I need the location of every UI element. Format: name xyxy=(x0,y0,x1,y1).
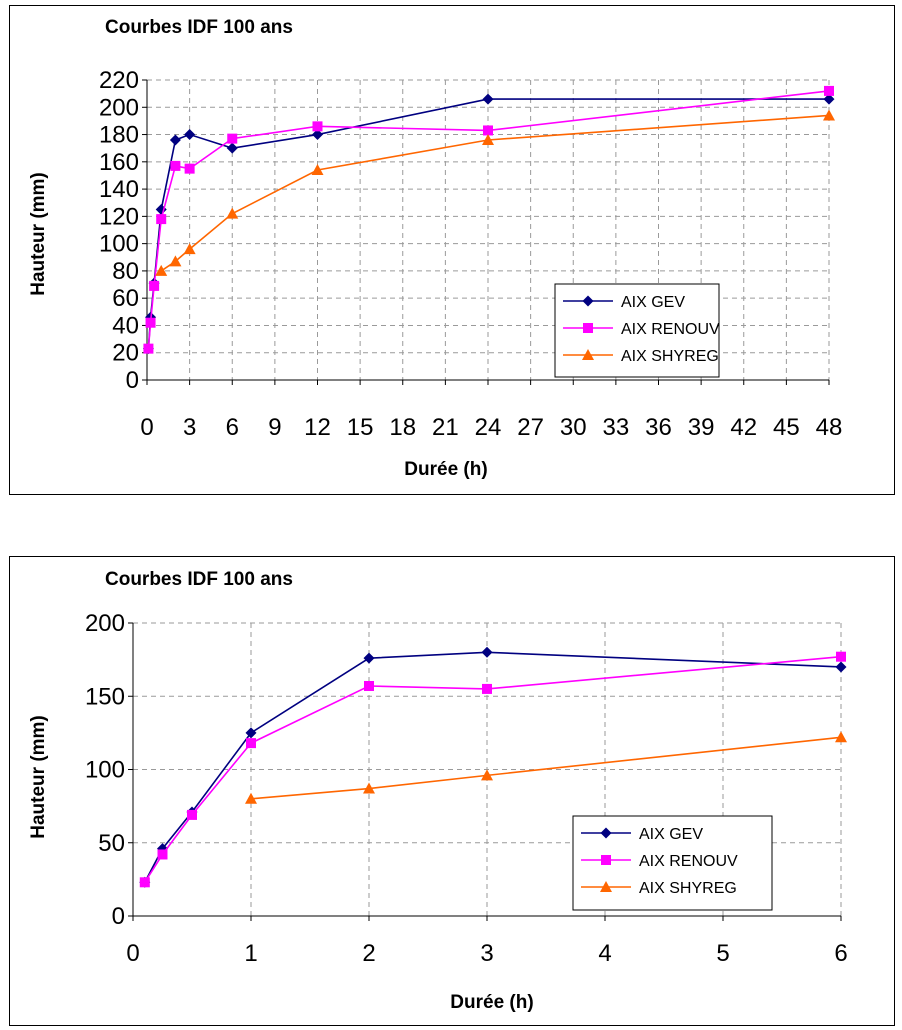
x-tick-label: 5 xyxy=(716,940,729,967)
x-tick-label: 36 xyxy=(645,414,672,441)
x-tick-label: 0 xyxy=(126,940,139,967)
legend: AIX GEV AIX RENOUV AIX SHYREG xyxy=(555,284,720,377)
data-point xyxy=(170,161,180,171)
x-axis-title: Durée (h) xyxy=(450,992,533,1013)
series-line xyxy=(161,115,829,270)
y-tick-label: 150 xyxy=(85,683,125,710)
x-tick-label: 21 xyxy=(432,414,459,441)
data-point xyxy=(226,208,238,219)
legend-label: AIX GEV xyxy=(621,294,685,311)
x-tick-label: 2 xyxy=(362,940,375,967)
x-tick-label: 39 xyxy=(688,414,715,441)
data-point xyxy=(185,164,195,174)
y-tick-label: 200 xyxy=(85,610,125,637)
chart-panel-48h: Courbes IDF 100 ans Durée (h) Hauteur (m… xyxy=(9,5,895,495)
chart-title: Courbes IDF 100 ans xyxy=(105,17,293,38)
y-tick-label: 40 xyxy=(112,312,139,339)
data-point xyxy=(824,86,834,96)
legend-marker xyxy=(601,855,611,865)
data-point xyxy=(156,214,166,224)
x-tick-label: 24 xyxy=(475,414,502,441)
y-tick-label: 160 xyxy=(99,149,139,176)
x-axis-title: Durée (h) xyxy=(404,459,487,480)
data-point xyxy=(246,738,256,748)
chart-panel-6h: Courbes IDF 100 ans Durée (h) Hauteur (m… xyxy=(9,556,895,1026)
x-tick-label: 27 xyxy=(517,414,544,441)
x-tick-label: 12 xyxy=(304,414,331,441)
data-point xyxy=(836,652,846,662)
x-tick-label: 45 xyxy=(773,414,800,441)
legend: AIX GEV AIX RENOUV AIX SHYREG xyxy=(573,816,772,910)
data-point xyxy=(836,661,847,672)
data-point xyxy=(184,129,195,140)
x-tick-label: 6 xyxy=(834,940,847,967)
data-point xyxy=(140,877,150,887)
legend-marker xyxy=(583,323,593,333)
chart-title: Courbes IDF 100 ans xyxy=(105,569,293,590)
y-tick-label: 100 xyxy=(85,757,125,784)
y-tick-label: 20 xyxy=(112,340,139,367)
y-tick-label: 140 xyxy=(99,176,139,203)
data-point xyxy=(146,318,156,328)
x-tick-label: 18 xyxy=(389,414,416,441)
x-tick-label: 48 xyxy=(816,414,843,441)
y-tick-label: 180 xyxy=(99,122,139,149)
data-point xyxy=(187,810,197,820)
idf-chart-48h: Courbes IDF 100 ans Durée (h) Hauteur (m… xyxy=(10,6,896,496)
x-tick-label: 0 xyxy=(140,414,153,441)
y-tick-label: 60 xyxy=(112,285,139,312)
y-tick-label: 0 xyxy=(112,903,125,930)
legend-label: AIX SHYREG xyxy=(621,348,719,365)
data-point xyxy=(313,121,323,131)
data-point xyxy=(170,135,181,146)
legend-label: AIX SHYREG xyxy=(639,880,737,897)
y-tick-label: 100 xyxy=(99,231,139,258)
x-tick-label: 3 xyxy=(183,414,196,441)
y-tick-label: 200 xyxy=(99,94,139,121)
data-point xyxy=(227,134,237,144)
data-point xyxy=(143,344,153,354)
data-point xyxy=(482,647,493,658)
x-tick-label: 6 xyxy=(226,414,239,441)
series-line xyxy=(251,737,841,799)
data-point xyxy=(483,94,494,105)
data-point xyxy=(364,681,374,691)
y-axis-title: Hauteur (mm) xyxy=(28,715,49,839)
x-tick-label: 3 xyxy=(480,940,493,967)
data-point xyxy=(823,109,835,120)
idf-chart-6h: Courbes IDF 100 ans Durée (h) Hauteur (m… xyxy=(10,557,896,1027)
data-point xyxy=(483,125,493,135)
data-point xyxy=(227,143,238,154)
y-tick-label: 50 xyxy=(98,830,125,857)
x-tick-label: 1 xyxy=(244,940,257,967)
data-point xyxy=(364,653,375,664)
y-axis-title: Hauteur (mm) xyxy=(28,172,49,296)
y-tick-label: 220 xyxy=(99,67,139,94)
data-point xyxy=(149,281,159,291)
x-tick-label: 15 xyxy=(347,414,374,441)
y-tick-label: 120 xyxy=(99,203,139,230)
data-point xyxy=(482,684,492,694)
legend-label: AIX RENOUV xyxy=(621,321,720,338)
x-tick-label: 9 xyxy=(268,414,281,441)
x-tick-label: 4 xyxy=(598,940,611,967)
legend-label: AIX GEV xyxy=(639,826,703,843)
legend-label: AIX RENOUV xyxy=(639,853,738,870)
data-point xyxy=(835,731,847,742)
x-tick-label: 42 xyxy=(730,414,757,441)
y-tick-label: 80 xyxy=(112,258,139,285)
y-tick-label: 0 xyxy=(126,367,139,394)
data-point xyxy=(158,849,168,859)
x-tick-label: 33 xyxy=(603,414,630,441)
x-tick-label: 30 xyxy=(560,414,587,441)
